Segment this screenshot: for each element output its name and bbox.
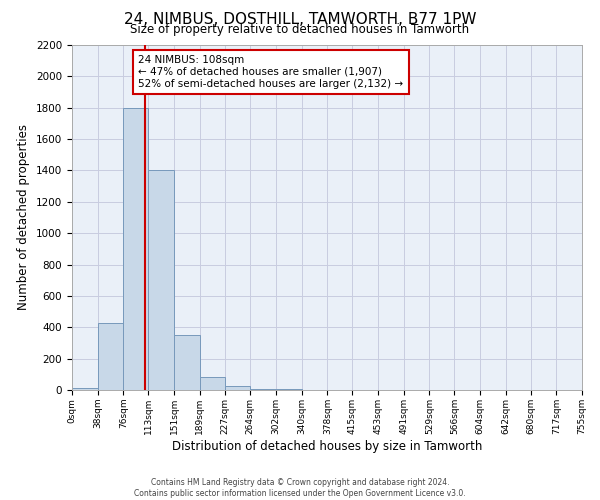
Bar bbox=[174, 335, 200, 390]
Bar bbox=[72, 388, 98, 390]
Bar bbox=[148, 170, 174, 390]
Bar bbox=[250, 389, 276, 390]
Bar bbox=[200, 378, 226, 390]
Text: 24 NIMBUS: 108sqm
← 47% of detached houses are smaller (1,907)
52% of semi-detac: 24 NIMBUS: 108sqm ← 47% of detached hous… bbox=[139, 56, 403, 88]
Bar bbox=[226, 386, 250, 390]
Text: Contains HM Land Registry data © Crown copyright and database right 2024.
Contai: Contains HM Land Registry data © Crown c… bbox=[134, 478, 466, 498]
Bar bbox=[98, 322, 124, 390]
X-axis label: Distribution of detached houses by size in Tamworth: Distribution of detached houses by size … bbox=[172, 440, 482, 452]
Y-axis label: Number of detached properties: Number of detached properties bbox=[17, 124, 31, 310]
Text: Size of property relative to detached houses in Tamworth: Size of property relative to detached ho… bbox=[130, 22, 470, 36]
Bar bbox=[124, 108, 148, 390]
Bar bbox=[276, 389, 302, 390]
Text: 24, NIMBUS, DOSTHILL, TAMWORTH, B77 1PW: 24, NIMBUS, DOSTHILL, TAMWORTH, B77 1PW bbox=[124, 12, 476, 28]
